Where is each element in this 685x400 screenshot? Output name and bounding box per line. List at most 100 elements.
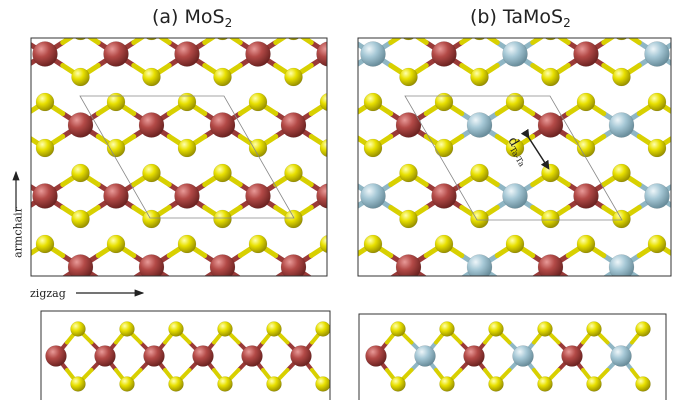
bond	[347, 114, 365, 126]
s-atom	[216, 38, 229, 41]
bond	[284, 54, 302, 66]
bond	[10, 267, 28, 279]
bond	[388, 38, 403, 45]
bond	[338, 114, 356, 126]
bond	[10, 114, 28, 126]
s-atom	[488, 321, 504, 337]
ta-atom	[325, 113, 350, 138]
s-atom	[145, 38, 158, 41]
mo-atom	[290, 42, 315, 67]
s-atom	[329, 306, 347, 324]
panel-a-side-frame	[40, 310, 331, 400]
s-atom	[177, 138, 197, 158]
bond	[98, 279, 116, 291]
s-atom	[293, 235, 311, 253]
bond	[326, 52, 327, 56]
s-atom	[142, 67, 161, 87]
ta-ta-distance-arrow	[520, 128, 550, 170]
s-atom	[35, 234, 55, 254]
bond	[10, 125, 28, 137]
s-atom	[364, 281, 382, 299]
s-atom	[363, 138, 383, 158]
mo-atom	[316, 183, 327, 209]
s-atom	[70, 321, 86, 337]
s-atom	[577, 0, 595, 15]
s-atom	[249, 281, 267, 299]
bond	[497, 279, 515, 291]
bond	[320, 31, 338, 43]
bond	[347, 66, 365, 78]
bond	[240, 279, 258, 291]
s-atom	[320, 281, 338, 299]
mo-atom	[388, 42, 413, 67]
s-atom	[635, 376, 651, 392]
s-atom	[390, 321, 406, 337]
bond	[338, 66, 356, 78]
bond	[10, 173, 28, 185]
unit-cell	[79, 95, 295, 219]
s-atom	[498, 306, 516, 324]
bond	[326, 146, 327, 150]
s-atom	[506, 281, 524, 299]
bond	[320, 256, 338, 268]
bond	[10, 66, 28, 78]
bond	[414, 38, 429, 45]
bond	[338, 173, 356, 185]
s-atom	[320, 0, 338, 15]
bond	[329, 279, 347, 291]
mo-atom	[138, 254, 165, 276]
bond	[45, 279, 63, 291]
mo-atom	[138, 112, 165, 138]
s-atom	[471, 306, 489, 324]
ta-atom	[414, 345, 436, 367]
bond	[400, 196, 418, 208]
bond	[436, 114, 454, 126]
s-atom	[293, 0, 311, 15]
s-atom	[647, 92, 667, 112]
bond	[86, 38, 101, 45]
s-atom	[541, 209, 560, 229]
bond	[365, 256, 383, 268]
s-atom	[391, 0, 409, 15]
mo-atom	[365, 345, 387, 367]
bond	[639, 279, 657, 291]
s-atom	[177, 234, 197, 254]
s-atom	[107, 0, 125, 15]
bond	[365, 31, 383, 43]
bond	[0, 66, 10, 78]
bond	[273, 38, 288, 45]
s-atom	[613, 306, 631, 324]
s-atom	[541, 67, 560, 87]
s-atom	[287, 38, 300, 41]
s-atom	[213, 163, 232, 183]
s-atom	[505, 234, 525, 254]
ta-atom	[608, 254, 635, 276]
bond	[365, 66, 383, 78]
s-atom	[586, 321, 602, 337]
bond	[675, 208, 685, 220]
bond	[320, 173, 338, 185]
s-atom	[315, 321, 330, 337]
s-atom	[470, 67, 489, 87]
bond	[436, 267, 454, 279]
bond	[0, 125, 10, 137]
bond	[675, 31, 685, 43]
bond	[187, 279, 205, 291]
mo-atom	[395, 254, 422, 276]
bond	[400, 54, 418, 66]
s-atom	[391, 281, 409, 299]
bond	[338, 267, 356, 279]
mo-atom	[103, 41, 129, 67]
bond	[568, 279, 586, 291]
s-atom	[329, 68, 347, 86]
s-atom	[391, 139, 409, 157]
s-atom	[213, 67, 232, 87]
s-atom	[119, 321, 135, 337]
bond	[10, 256, 28, 268]
s-atom	[106, 234, 126, 254]
bond	[365, 114, 383, 126]
mo-atom	[573, 41, 599, 67]
s-atom	[71, 163, 90, 183]
s-atom	[498, 164, 516, 182]
bond	[169, 279, 187, 291]
